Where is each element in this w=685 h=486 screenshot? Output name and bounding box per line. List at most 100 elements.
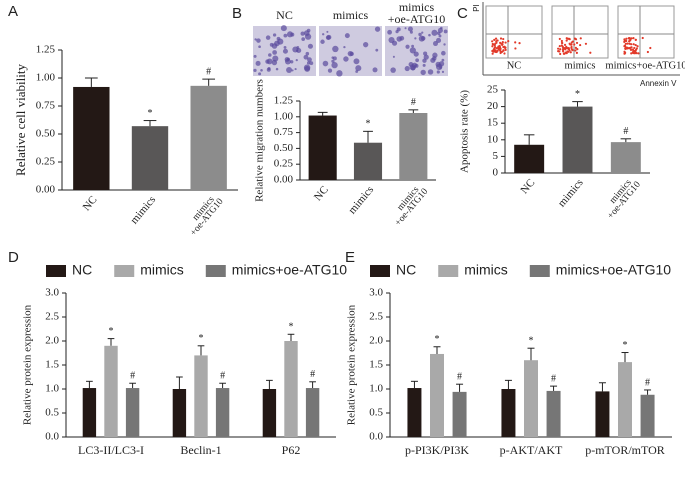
cell-speck (436, 37, 442, 43)
cell-speck (268, 53, 272, 57)
cell-speck (322, 60, 329, 67)
y-tick-label: 0 (493, 167, 499, 179)
event-dot (574, 46, 577, 49)
y-tick-label: 1.00 (36, 72, 56, 84)
bar (284, 341, 298, 437)
event-dot (625, 39, 628, 43)
y-tick-label: 0.75 (274, 126, 294, 138)
cell-speck (272, 55, 279, 62)
legend-swatch (46, 265, 66, 277)
flow-plot (485, 5, 543, 59)
cell-speck (420, 69, 426, 76)
legend-label: NC (396, 262, 416, 278)
cell-speck (305, 51, 310, 56)
event-dot (632, 37, 635, 40)
y-tick-label: 2.0 (369, 335, 383, 347)
cell-speck (438, 34, 442, 38)
y-tick-label: 0.25 (36, 156, 56, 168)
event-dot (624, 47, 627, 50)
y-tick-label: 0.0 (369, 431, 383, 443)
event-dot (499, 47, 502, 51)
event-dot (567, 47, 570, 51)
x-tick-label: LC3-II/LC3-I (78, 443, 144, 457)
flow-frame (551, 5, 609, 59)
cell-speck (291, 69, 294, 72)
significance-mark: * (435, 334, 440, 345)
cell-speck (283, 33, 288, 38)
event-dot (575, 51, 578, 54)
event-dot (631, 48, 635, 51)
y-tick-label: 2.5 (45, 311, 59, 323)
cell-speck (272, 50, 277, 55)
cell-speck (304, 33, 312, 40)
plot-label: mimics (565, 60, 596, 71)
cell-speck (343, 56, 349, 62)
event-dot (630, 46, 633, 49)
flow-plot (551, 5, 609, 59)
event-dot (623, 40, 626, 44)
y-axis-label: Relative cell viability (13, 64, 28, 176)
bar (546, 390, 561, 437)
legend-label: mimics (464, 262, 508, 278)
cell-speck (427, 69, 434, 75)
event-dot (566, 37, 570, 40)
event-dot (499, 37, 503, 40)
y-tick-label: 1.5 (369, 359, 383, 371)
y-tick-label: 0.25 (274, 158, 294, 170)
cell-speck (296, 49, 299, 52)
event-dot (565, 39, 568, 42)
y-tick-label: 0.0 (45, 431, 59, 443)
significance-mark: # (220, 371, 225, 382)
event-dot (498, 46, 502, 49)
cell-speck (325, 35, 331, 40)
event-dot (492, 50, 495, 53)
event-dot (646, 50, 649, 54)
event-dot (560, 41, 564, 45)
bar (308, 115, 337, 180)
y-axis-label: Relative protein expression (346, 304, 358, 425)
plot-y-label: PI (472, 4, 481, 12)
event-dot (491, 52, 494, 55)
cell-speck (431, 29, 438, 36)
event-dot (504, 46, 507, 50)
cell-speck (407, 26, 413, 32)
cell-speck (253, 54, 257, 58)
event-dot (632, 43, 635, 46)
cell-speck (436, 70, 440, 74)
event-dot (570, 41, 573, 44)
event-dot (563, 43, 567, 47)
event-dot (579, 43, 582, 47)
significance-mark: # (551, 373, 556, 384)
x-tick-label: p-PI3K/PI3K (405, 443, 469, 457)
micrograph (253, 25, 316, 76)
cell-speck (267, 67, 271, 71)
event-dot (636, 45, 639, 48)
cell-speck (265, 35, 271, 40)
significance-mark: * (148, 108, 153, 119)
panel-letter: A (8, 3, 18, 20)
event-dot (634, 38, 637, 41)
event-dot (579, 37, 582, 40)
y-tick-label: 1.5 (45, 359, 59, 371)
event-dot (493, 38, 496, 41)
bar (610, 142, 641, 173)
cell-speck (415, 58, 419, 63)
cell-speck (349, 51, 354, 56)
y-axis-label: Relative migration numbers (254, 79, 266, 202)
cell-speck (266, 58, 273, 65)
cell-speck (271, 43, 278, 49)
x-tick-label: p-AKT/AKT (500, 443, 563, 457)
cell-speck (294, 67, 297, 71)
legend-label: mimics+oe-ATG10 (232, 262, 347, 278)
cell-speck (282, 48, 288, 54)
event-dot (628, 37, 631, 40)
flow-frame (617, 5, 675, 59)
bar (104, 345, 118, 437)
cell-speck (414, 37, 417, 40)
cell-speck (286, 66, 293, 73)
event-dot (633, 46, 636, 50)
y-tick-label: 10 (487, 133, 499, 145)
significance-mark: * (366, 119, 371, 130)
cell-speck (295, 58, 298, 62)
event-dot (558, 37, 561, 41)
